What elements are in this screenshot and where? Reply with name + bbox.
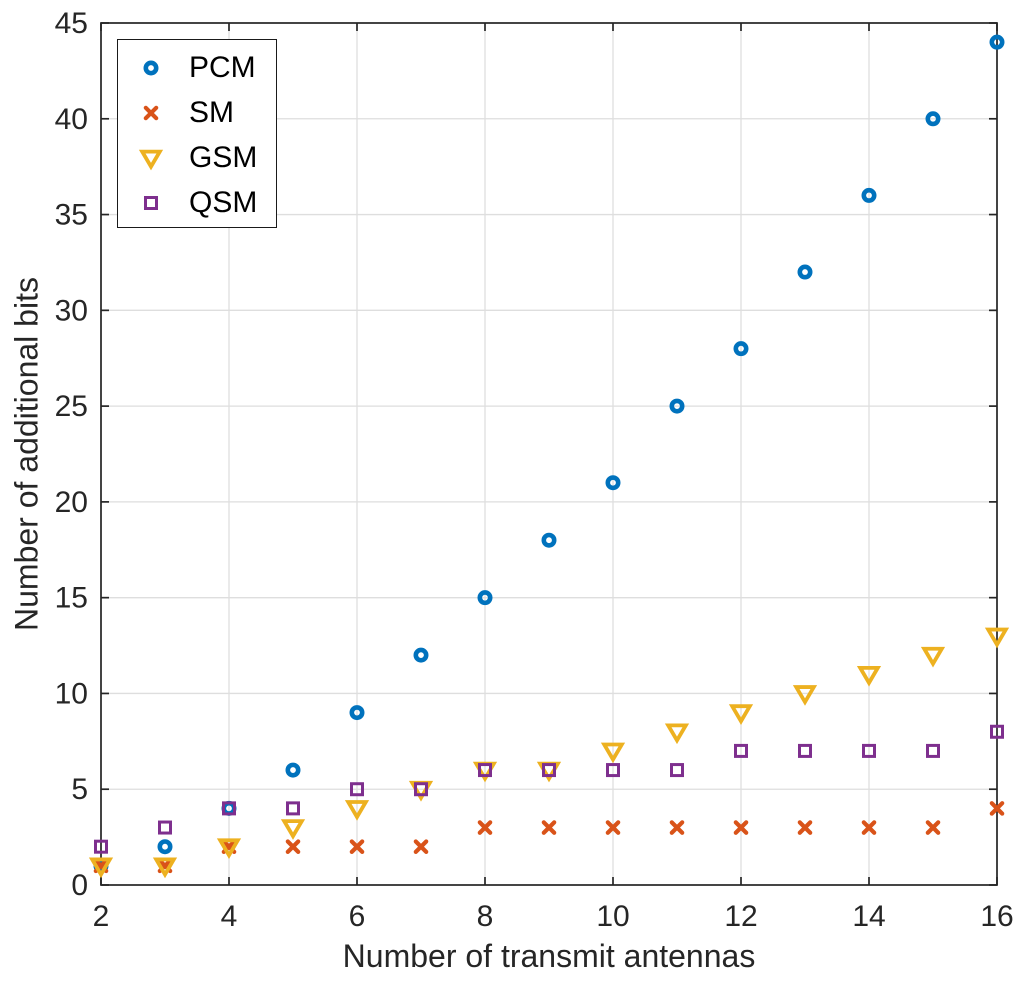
data-point: [728, 704, 754, 725]
x-tick-label: 4: [221, 900, 238, 933]
legend-item-pcm: PCM: [118, 45, 276, 90]
data-point: [856, 665, 882, 687]
legend-label: PCM: [189, 50, 256, 84]
y-tick-label: 20: [55, 486, 88, 519]
data-point: [990, 724, 1004, 739]
data-point: [797, 264, 813, 280]
data-point: [984, 627, 1010, 649]
y-tick-label: 10: [55, 677, 88, 710]
data-point: [143, 60, 159, 75]
data-point: [138, 149, 164, 170]
circle-marker-icon: [143, 60, 159, 75]
data-point: [734, 743, 748, 758]
y-tick-label: 40: [55, 103, 88, 136]
data-point: [926, 743, 940, 758]
data-point: [286, 801, 300, 816]
data-point: [158, 820, 172, 835]
x-tick-label: 14: [852, 900, 885, 933]
data-point: [798, 743, 812, 758]
data-point: [349, 839, 365, 854]
data-point: [989, 801, 1005, 816]
square-marker-icon: [144, 195, 158, 210]
data-point: [664, 723, 690, 745]
data-point: [542, 763, 556, 778]
data-point: [349, 705, 365, 721]
data-point: [88, 857, 114, 879]
x-tick-label: 6: [349, 900, 366, 933]
legend-label: SM: [189, 95, 234, 129]
legend-box: PCM SM GSM QSM: [117, 39, 277, 228]
x-axis-label: Number of transmit antennas: [342, 938, 756, 974]
data-point: [477, 590, 493, 606]
data-point: [344, 800, 370, 821]
x-marker-icon: [143, 105, 159, 120]
data-point: [541, 532, 557, 548]
y-axis-label: Number of additional bits: [8, 277, 45, 631]
data-point: [862, 743, 876, 758]
data-point: [792, 685, 818, 706]
data-point: [413, 839, 429, 854]
x-tick-label: 2: [93, 900, 110, 933]
y-tick-label: 0: [71, 869, 88, 902]
legend-label: QSM: [189, 185, 258, 219]
data-point: [606, 763, 620, 778]
x-tick-label: 8: [477, 900, 494, 933]
legend-label: GSM: [189, 140, 258, 174]
data-point: [605, 475, 621, 491]
series-qsm: [94, 724, 1004, 854]
data-point: [861, 820, 877, 835]
data-point: [605, 820, 621, 835]
data-point: [285, 839, 301, 854]
data-point: [350, 782, 364, 797]
x-tick-label: 10: [596, 900, 629, 933]
data-point: [216, 838, 242, 860]
data-point: [733, 341, 749, 357]
data-point: [477, 820, 493, 835]
data-point: [925, 111, 941, 127]
x-tick-label: 16: [980, 900, 1013, 933]
series-sm: [93, 801, 1005, 874]
data-point: [600, 742, 626, 764]
data-point: [222, 801, 236, 816]
data-point: [670, 763, 684, 778]
triangle-down-marker-icon: [138, 149, 164, 170]
data-point: [541, 820, 557, 835]
data-point: [478, 763, 492, 778]
data-point: [285, 762, 301, 778]
data-point: [280, 819, 306, 840]
y-tick-label: 30: [55, 294, 88, 327]
y-tick-label: 35: [55, 199, 88, 232]
data-point: [669, 820, 685, 835]
data-point: [861, 187, 877, 203]
y-tick-label: 45: [55, 7, 88, 40]
data-point: [152, 857, 178, 879]
data-point: [669, 398, 685, 414]
x-tick-label: 12: [724, 900, 757, 933]
plot-box: [100, 22, 998, 886]
legend-item-qsm: QSM: [118, 180, 276, 225]
legend-item-sm: SM: [118, 90, 276, 135]
data-point: [925, 820, 941, 835]
data-point: [920, 646, 946, 668]
y-tick-label: 15: [55, 582, 88, 615]
data-point: [413, 647, 429, 663]
data-point: [414, 782, 428, 797]
data-point: [797, 820, 813, 835]
data-point: [733, 820, 749, 835]
legend-item-gsm: GSM: [118, 135, 276, 180]
data-point: [94, 839, 108, 854]
data-point: [157, 839, 173, 855]
y-tick-label: 5: [71, 773, 88, 806]
data-point: [143, 105, 159, 120]
data-point: [989, 34, 1005, 50]
y-tick-label: 25: [55, 390, 88, 423]
data-point: [144, 195, 158, 210]
